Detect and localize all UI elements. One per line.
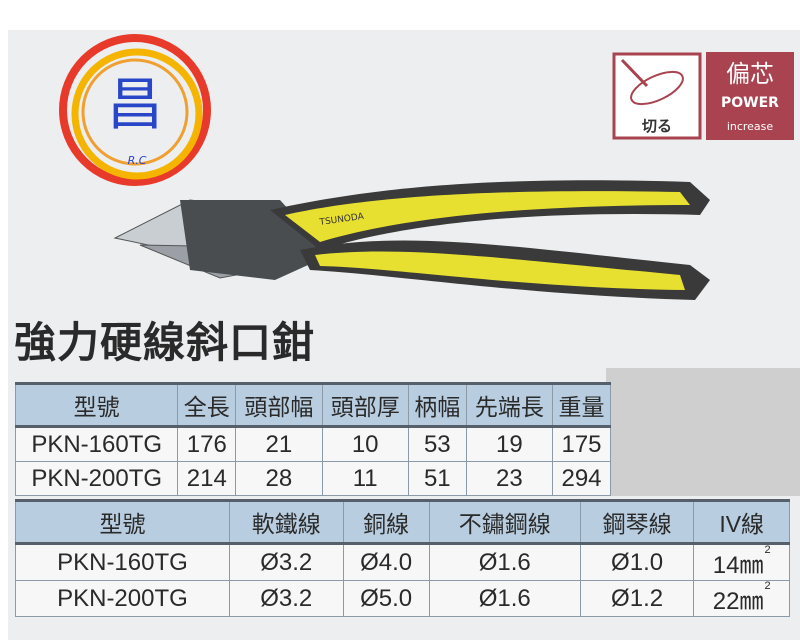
table-cell: Ø3.2 xyxy=(228,543,344,581)
table-cell: PKN-160TG xyxy=(15,543,230,581)
table-cell: 不鏽鋼線 xyxy=(428,499,581,545)
cut-label: 切る xyxy=(642,117,672,135)
table-cell: 頭部幅 xyxy=(235,382,323,428)
table-cell: Ø1.6 xyxy=(428,543,581,581)
table-cell: 軟鐵線 xyxy=(228,499,344,545)
table-cell: 11 xyxy=(321,461,409,496)
table-cell: Ø5.0 xyxy=(342,580,430,617)
table-cell: 銅線 xyxy=(342,499,430,545)
table-cell: 294 xyxy=(552,461,611,496)
table-cell: 鋼琴線 xyxy=(579,499,695,545)
table-cell: 10 xyxy=(321,426,409,462)
increase-label: increase xyxy=(727,120,774,133)
table-cell: PKN-200TG xyxy=(14,461,179,496)
cell-text: 2 xyxy=(764,580,771,592)
table-header-row: 型號 全長 頭部幅 頭部厚 柄幅 先端長 重量 xyxy=(14,382,611,428)
offset-label: 偏芯 xyxy=(726,60,774,88)
table-cell: Ø1.2 xyxy=(579,580,695,617)
gray-block xyxy=(606,368,800,496)
table-cell: 14㎜2 xyxy=(693,543,790,581)
table-cell: 19 xyxy=(465,426,554,462)
dimensions-table: 型號 全長 頭部幅 頭部厚 柄幅 先端長 重量 PKN-160TG 176 21 10 53 19 17… xyxy=(14,382,611,496)
product-title: 強力硬線斜口鉗 xyxy=(14,318,316,367)
table-cell: Ø3.2 xyxy=(228,580,344,617)
table-cell: 53 xyxy=(407,426,467,462)
cutting-capacity-table: 型號 軟鐵線 銅線 不鏽鋼線 鋼琴線 IV線 PKN-160TG Ø3.2 Ø4.0 Ø1.6 Ø… xyxy=(15,499,790,617)
cut-badge: 切る xyxy=(612,52,702,140)
table-row: PKN-160TG Ø3.2 Ø4.0 Ø1.6 Ø1.0 14㎜2 xyxy=(15,543,790,581)
table-cell: 22㎜2 xyxy=(693,580,790,617)
table-cell: 175 xyxy=(552,426,611,462)
offset-power-badge: 偏芯 POWER increase xyxy=(706,52,794,140)
cell-text: 14㎜ xyxy=(712,552,764,579)
logo-sub: R.C xyxy=(128,154,147,167)
table-cell: 176 xyxy=(177,426,237,462)
pliers-image: TSUNODA xyxy=(113,180,710,300)
power-label: POWER xyxy=(721,95,779,111)
table-cell: 先端長 xyxy=(465,382,554,428)
table-cell: Ø1.6 xyxy=(428,580,581,617)
table-cell: Ø4.0 xyxy=(342,543,430,581)
table-row: PKN-200TG 214 28 11 51 23 294 xyxy=(14,461,611,496)
table-header-row: 型號 軟鐵線 銅線 不鏽鋼線 鋼琴線 IV線 xyxy=(15,499,790,545)
table-cell: 28 xyxy=(235,461,323,496)
table-cell: 214 xyxy=(177,461,237,496)
table-cell: 型號 xyxy=(15,499,230,545)
table-cell: IV線 xyxy=(693,499,790,545)
table-row: PKN-200TG Ø3.2 Ø5.0 Ø1.6 Ø1.2 22㎜2 xyxy=(15,580,790,617)
cell-text: 22㎜ xyxy=(712,588,764,615)
logo-char: 昌 xyxy=(107,73,163,138)
table-cell: 23 xyxy=(465,461,554,496)
table-cell: 全長 xyxy=(177,382,237,428)
table-cell: PKN-160TG xyxy=(14,426,179,462)
table-cell: PKN-200TG xyxy=(15,580,230,617)
table-cell: Ø1.0 xyxy=(579,543,695,581)
table-cell: 21 xyxy=(235,426,323,462)
table-cell: 型號 xyxy=(14,382,179,428)
table-cell: 柄幅 xyxy=(407,382,467,428)
store-logo: 昌 R.C xyxy=(59,34,211,186)
table-cell: 重量 xyxy=(552,382,611,428)
table-cell: 51 xyxy=(407,461,467,496)
table-row: PKN-160TG 176 21 10 53 19 175 xyxy=(14,426,611,462)
cell-text: 2 xyxy=(764,544,771,556)
table-cell: 頭部厚 xyxy=(321,382,409,428)
